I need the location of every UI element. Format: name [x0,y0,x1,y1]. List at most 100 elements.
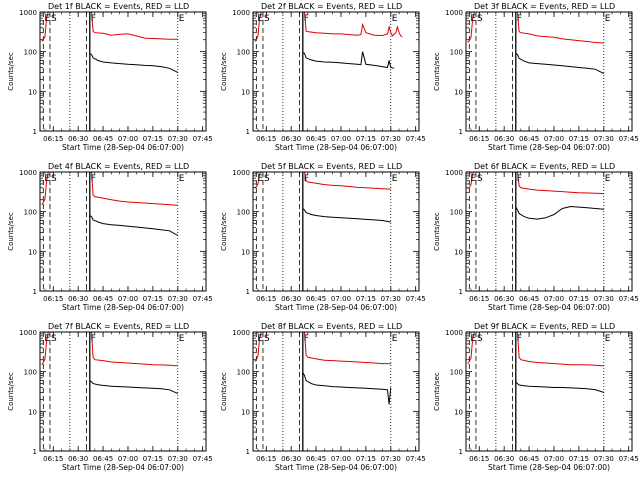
marker-label: S [477,14,483,24]
x-tick-label: 07:45 [619,135,639,143]
y-tick-label: 100 [450,369,463,377]
x-tick-label: 07:30 [381,455,401,463]
x-tick-label: 07:15 [356,295,376,303]
marker-label: F [91,14,96,24]
x-tick-label: 06:45 [93,135,113,143]
y-tick-label: 1000 [445,9,463,17]
x-axis-label: Start Time (28-Sep-04 06:07:00) [488,463,610,472]
marker-label: S [264,174,270,184]
marker-label: F [91,334,96,344]
marker-label: E [392,14,398,24]
plot-frame [39,331,207,452]
x-tick-label: 07:00 [118,135,138,143]
x-tick-label: 06:45 [306,295,326,303]
panel-title: Det 5f BLACK = Events, RED = LLD [261,162,402,171]
y-tick-label: 1 [459,448,463,456]
events-series-line [302,372,392,405]
y-axis-label: Counts/sec [7,372,15,411]
x-axis-label: Start Time (28-Sep-04 06:07:00) [275,143,397,152]
marker-label: S [477,334,483,344]
events-series-line [302,208,391,223]
plot-frame [252,11,420,132]
y-tick-label: 10 [28,408,37,416]
y-tick-label: 1000 [232,169,250,177]
marker-label: S [264,334,270,344]
x-tick-label: 07:15 [569,295,589,303]
x-tick-label: 06:15 [43,135,63,143]
x-tick-label: 06:15 [469,455,489,463]
marker-label: E [257,334,263,344]
marker-label: E [470,174,476,184]
detector-panel: 1 10 100 1000 06:15 06:30 06:45 07:00 07:15 07:30… [7,322,213,472]
marker-label: F [304,14,309,24]
lld-series-line [467,171,604,195]
marker-label: F [517,14,522,24]
events-series-line [515,381,604,393]
plot-frame [252,331,420,452]
plot-frame [39,11,207,132]
x-tick-label: 07:45 [193,455,213,463]
marker-label: E [44,334,50,344]
lld-series-line [41,171,178,206]
panel-title: Det 7f BLACK = Events, RED = LLD [48,322,189,331]
events-series-line [89,380,179,395]
y-axis-label: Counts/sec [220,372,228,411]
x-tick-label: 07:45 [406,455,426,463]
x-tick-label: 07:30 [381,295,401,303]
y-tick-label: 1 [246,288,250,296]
x-tick-label: 07:00 [331,455,351,463]
x-axis-label: Start Time (28-Sep-04 06:07:00) [275,463,397,472]
y-tick-label: 1000 [445,169,463,177]
x-tick-label: 06:30 [68,455,88,463]
x-tick-label: 07:15 [569,455,589,463]
x-tick-label: 06:45 [519,455,539,463]
x-tick-label: 06:30 [281,295,301,303]
panel-title: Det 9f BLACK = Events, RED = LLD [474,322,615,331]
y-tick-label: 100 [24,209,37,217]
x-tick-label: 06:30 [494,455,514,463]
x-tick-label: 07:00 [331,295,351,303]
y-tick-label: 10 [454,88,463,96]
y-tick-label: 1 [459,288,463,296]
y-tick-label: 1 [33,288,37,296]
marker-label: S [477,174,483,184]
y-axis-label: Counts/sec [7,212,15,251]
y-tick-label: 1 [246,128,250,136]
x-tick-label: 07:45 [193,135,213,143]
x-tick-label: 07:45 [619,455,639,463]
x-tick-label: 07:30 [168,135,188,143]
marker-label: E [179,174,185,184]
x-tick-label: 06:45 [93,455,113,463]
marker-label: F [91,174,96,184]
x-tick-label: 07:00 [544,295,564,303]
x-tick-label: 06:30 [494,295,514,303]
y-tick-label: 10 [28,88,37,96]
marker-label: E [179,14,185,24]
x-tick-label: 06:30 [68,295,88,303]
x-axis-label: Start Time (28-Sep-04 06:07:00) [62,303,184,312]
y-tick-label: 1 [33,128,37,136]
y-tick-label: 100 [237,369,250,377]
x-tick-label: 06:45 [306,455,326,463]
lld-series-line [254,171,391,190]
marker-label: E [257,14,263,24]
panel-title: Det 8f BLACK = Events, RED = LLD [261,322,402,331]
x-tick-label: 07:00 [544,455,564,463]
panel-title: Det 3f BLACK = Events, RED = LLD [474,2,615,11]
x-tick-label: 06:15 [43,295,63,303]
y-tick-label: 10 [241,88,250,96]
x-tick-label: 07:00 [544,135,564,143]
x-tick-label: 07:00 [331,135,351,143]
events-series-line [89,215,179,236]
x-tick-label: 06:45 [519,135,539,143]
x-tick-label: 07:00 [118,455,138,463]
x-tick-label: 06:30 [281,455,301,463]
x-tick-label: 07:45 [406,295,426,303]
x-tick-label: 07:30 [381,135,401,143]
marker-label: E [392,334,398,344]
y-axis-label: Counts/sec [220,212,228,251]
marker-label: E [257,174,263,184]
plot-frame [252,171,420,292]
y-tick-label: 100 [24,49,37,57]
